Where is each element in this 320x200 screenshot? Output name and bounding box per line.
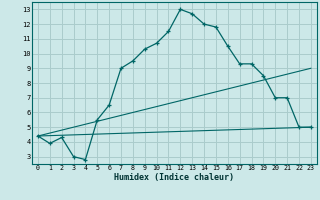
X-axis label: Humidex (Indice chaleur): Humidex (Indice chaleur) [115,173,234,182]
